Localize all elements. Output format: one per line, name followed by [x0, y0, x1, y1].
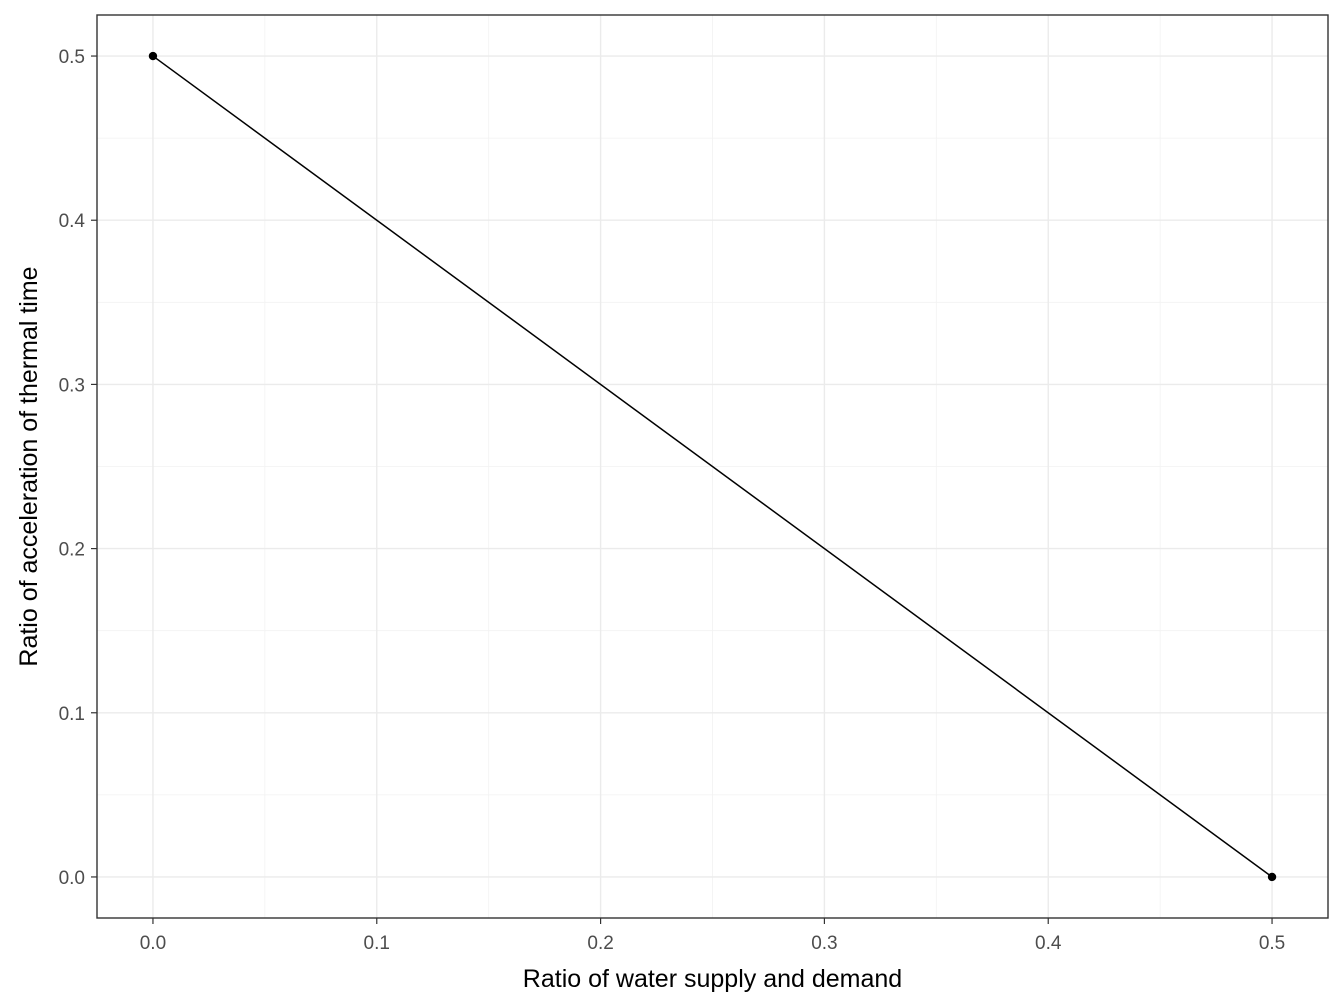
y-axis: 0.0 0.1 0.2 0.3 0.4 0.5 — [59, 47, 97, 889]
x-tick-label: 0.3 — [811, 933, 837, 954]
x-tick-label: 0.2 — [587, 933, 613, 954]
data-point — [1267, 872, 1277, 882]
series-line — [152, 55, 1273, 878]
y-axis-title: Ratio of acceleration of thermal time — [15, 266, 43, 666]
y-tick-label: 0.0 — [59, 868, 85, 889]
y-tick-label: 0.1 — [59, 704, 85, 725]
x-tick-label: 0.4 — [1035, 933, 1062, 954]
x-tick-label: 0.0 — [140, 933, 166, 954]
y-tick-label: 0.2 — [59, 540, 85, 561]
minor-gridlines — [97, 15, 1328, 918]
data-point — [148, 51, 158, 61]
y-tick-label: 0.3 — [59, 375, 85, 396]
series-layer — [148, 51, 1277, 882]
x-axis: 0.0 0.1 0.2 0.3 0.4 0.5 — [140, 918, 1285, 954]
panel-border — [96, 14, 1329, 919]
x-axis-title: Ratio of water supply and demand — [523, 965, 902, 993]
y-tick-label: 0.4 — [59, 211, 86, 232]
x-tick-label: 0.5 — [1259, 933, 1285, 954]
x-tick-label: 0.1 — [364, 933, 390, 954]
major-gridlines — [97, 15, 1328, 918]
y-tick-label: 0.5 — [59, 47, 85, 68]
